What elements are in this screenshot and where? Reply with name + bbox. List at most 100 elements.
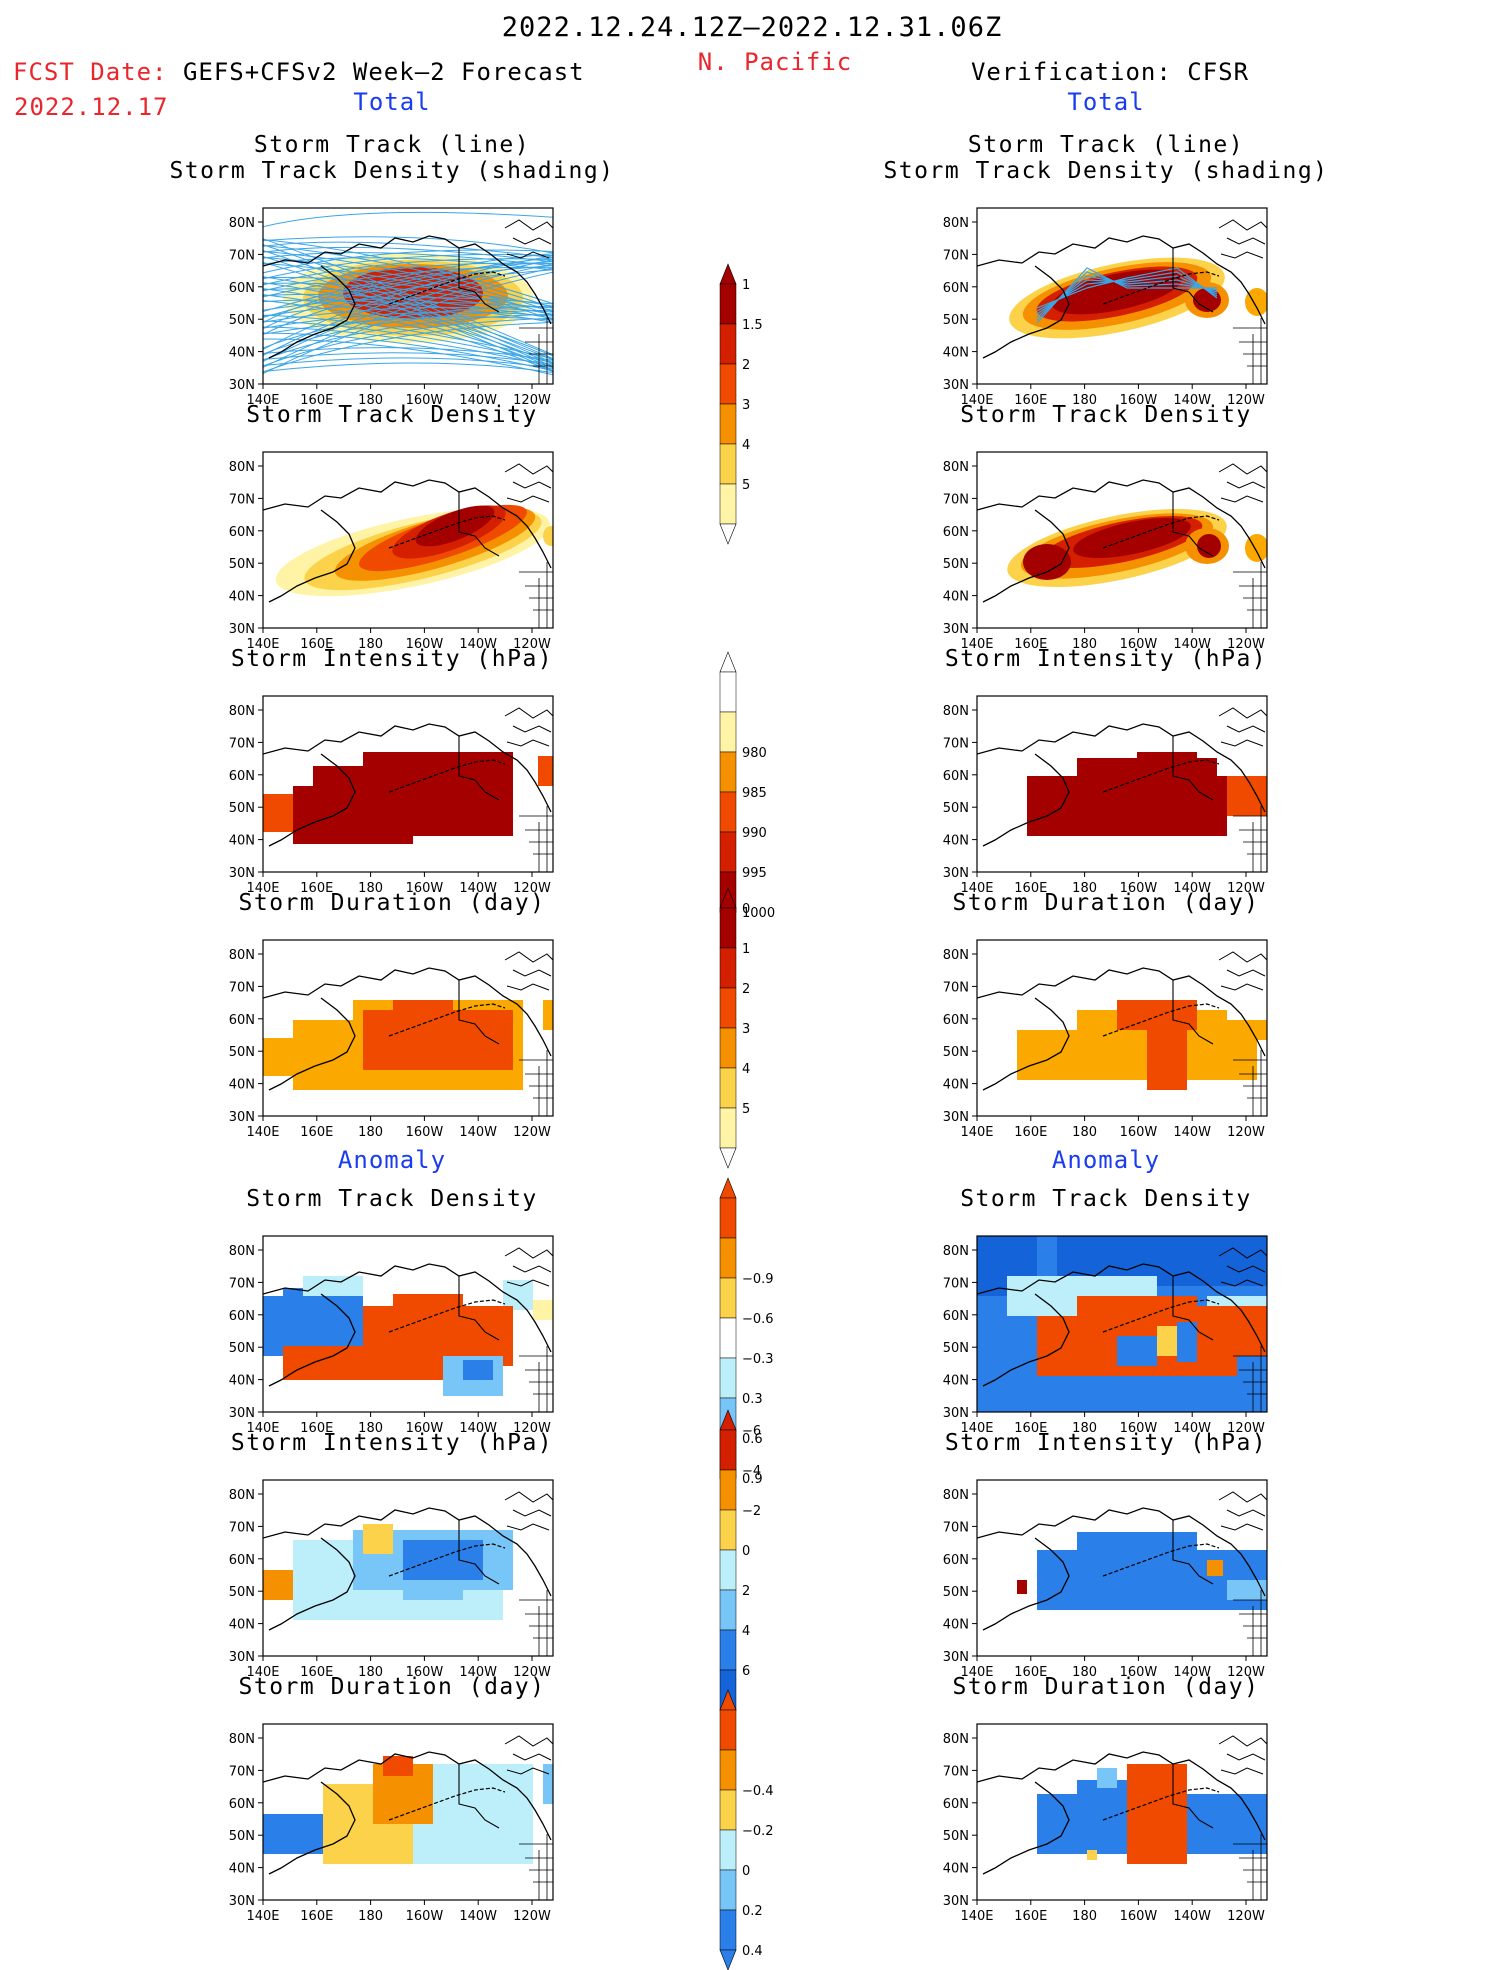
colorbar-label: 0 (742, 1544, 750, 1559)
grid-cell-region (1117, 1336, 1157, 1366)
left-anom-density-title: Storm Track Density (246, 1186, 538, 1212)
arctic-islands (504, 219, 553, 259)
grid-cell-region (393, 1000, 453, 1020)
alaska-border (458, 1520, 500, 1585)
lat-tick-label: 50N (943, 1341, 969, 1356)
lon-tick-label: 180 (1072, 637, 1097, 652)
colorbar-label: 5 (742, 1102, 750, 1117)
colorbar-label: 980 (742, 746, 767, 761)
aleutian-islands (388, 1543, 506, 1577)
shading-region (543, 526, 553, 546)
shading-region (415, 505, 495, 547)
colorbar-segment (719, 671, 737, 713)
storm-track-line (263, 246, 553, 263)
lat-tick-label: 80N (229, 1488, 255, 1503)
colorbar-bottom-triangle (719, 1147, 737, 1169)
storm-track-line (1036, 275, 1218, 315)
colorbar-segment (719, 403, 737, 445)
lat-tick-label: 30N (943, 866, 969, 881)
colorbar-total-duration: 5 4 3 2 1 0 (719, 887, 750, 1169)
colorbar-label: 4 (742, 438, 750, 453)
storm-track-line (263, 320, 553, 364)
storm-track-line (263, 244, 553, 360)
left-anom-duration-title: Storm Duration (day) (238, 1674, 546, 1700)
us-state-borders (1233, 1834, 1267, 1900)
colorbar-segment (719, 1357, 737, 1399)
lat-tick-label: 80N (229, 216, 255, 231)
lon-tick-label: 180 (1072, 1421, 1097, 1436)
lat-tick-label: 70N (229, 1276, 255, 1291)
storm-track-line (263, 332, 553, 372)
lat-tick-label: 50N (943, 1829, 969, 1844)
lon-tick-label: 120W (513, 1665, 551, 1680)
lat-tick-label: 40N (229, 346, 255, 361)
colorbar-segment (719, 443, 737, 485)
fcst-date-value: 2022.12.17 (14, 93, 169, 121)
coastline-kamchatka (268, 265, 356, 359)
lon-tick-label: 140E (246, 393, 279, 408)
colorbar-top-triangle (719, 651, 737, 673)
lon-tick-label: 120W (513, 1421, 551, 1436)
coastline (977, 967, 1266, 1057)
lon-tick-label: 160E (1014, 637, 1047, 652)
lon-tick-label: 160E (300, 637, 333, 652)
coastline-kamchatka (268, 753, 356, 847)
colorbar-total-density: 5 4 3 2 1.5 1 (719, 263, 763, 545)
lat-tick-label: 30N (943, 622, 969, 637)
storm-track-line (263, 253, 553, 280)
lon-tick-label: 160W (1120, 1421, 1158, 1436)
coastline (977, 1751, 1266, 1841)
colorbar-label: 3 (742, 1022, 750, 1037)
date-range-title: 2022.12.24.12Z–2022.12.31.06Z (501, 12, 1003, 43)
lat-tick-label: 30N (229, 866, 255, 881)
forecast-info: FCST Date: GEFS+CFSv2 Week–2 Forecast (13, 58, 585, 86)
lon-tick-label: 160W (406, 1909, 444, 1924)
colorbar-segment (719, 751, 737, 793)
storm-track-line (263, 314, 553, 360)
grid-cell-region (1137, 1764, 1177, 1784)
alaska-border (1172, 1764, 1214, 1829)
colorbar-label: −0.6 (742, 1312, 774, 1327)
lon-tick-label: 140E (960, 1909, 993, 1924)
lat-tick-label: 40N (943, 1862, 969, 1877)
storm-track-line (263, 266, 553, 298)
lat-tick-label: 70N (943, 736, 969, 751)
lat-tick-label: 50N (229, 1045, 255, 1060)
arctic-islands (1218, 1491, 1267, 1531)
storm-track-line (263, 236, 553, 254)
colorbar-label: 2 (742, 1584, 750, 1599)
storm-track-line (263, 255, 553, 350)
lon-tick-label: 140E (960, 637, 993, 652)
arctic-islands (504, 463, 553, 503)
colorbar-segment (719, 1317, 737, 1359)
lat-tick-label: 70N (229, 1764, 255, 1779)
lon-tick-label: 160W (406, 1421, 444, 1436)
storm-track-line (263, 211, 553, 228)
alaska-border (458, 980, 500, 1045)
lat-tick-label: 50N (229, 313, 255, 328)
lon-tick-label: 120W (513, 1909, 551, 1924)
lat-tick-label: 40N (943, 1374, 969, 1389)
lat-tick-label: 80N (229, 1244, 255, 1259)
grid-cell-region (423, 752, 463, 770)
lon-tick-label: 140W (459, 1421, 497, 1436)
lon-tick-label: 120W (1227, 1421, 1265, 1436)
lat-tick-label: 40N (229, 834, 255, 849)
lat-tick-label: 70N (943, 492, 969, 507)
lon-tick-label: 140W (1173, 1909, 1211, 1924)
colorbar-segment (719, 1429, 737, 1471)
shading-region (1197, 534, 1221, 558)
coastline-kamchatka (268, 1537, 356, 1631)
right-anom-density-title: Storm Track Density (960, 1186, 1252, 1212)
right-anom-intensity-title: Storm Intensity (hPa) (944, 1430, 1268, 1456)
right-anomaly-heading: Anomaly (1051, 1146, 1161, 1174)
lat-tick-label: 30N (943, 1406, 969, 1421)
aleutian-islands (1102, 1299, 1220, 1333)
lat-tick-label: 50N (229, 801, 255, 816)
lat-tick-label: 70N (943, 248, 969, 263)
coastline-kamchatka (982, 1293, 1070, 1387)
us-state-borders (1233, 562, 1267, 628)
colorbar-label: −4 (742, 1464, 761, 1479)
